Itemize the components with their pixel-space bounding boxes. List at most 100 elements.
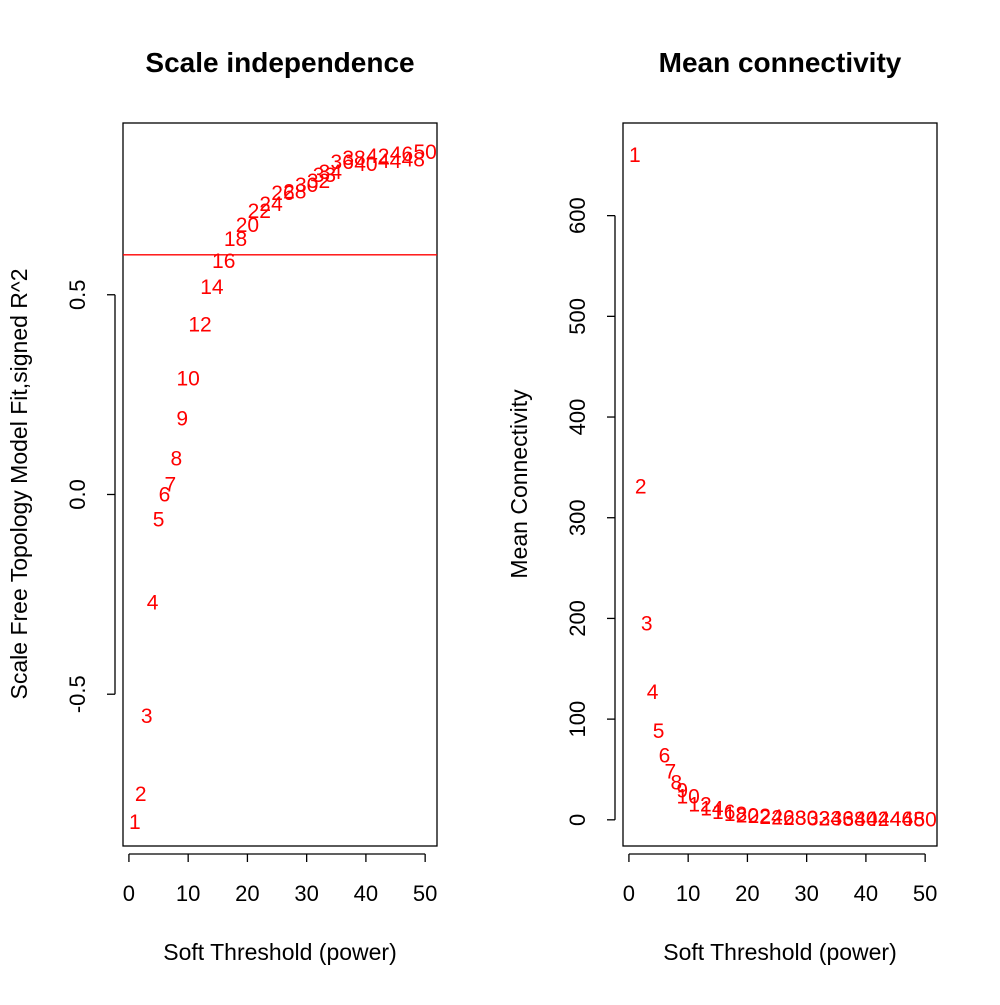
y-tick-label: -0.5 bbox=[65, 675, 90, 713]
point-label: 4 bbox=[647, 681, 659, 704]
scale-independence-panel: Scale independence 0 10 20 30 40 50 -0.5 0.0 0.… bbox=[6, 47, 438, 965]
x-axis-label: Soft Threshold (power) bbox=[163, 939, 397, 965]
point-label: 50 bbox=[913, 808, 936, 831]
y-tick-label: 600 bbox=[565, 197, 590, 234]
point-label: 38 bbox=[842, 808, 865, 831]
point-label: 6 bbox=[159, 483, 171, 506]
point-label: 36 bbox=[331, 151, 354, 174]
point-label: 26 bbox=[771, 806, 794, 829]
point-label: 30 bbox=[795, 807, 818, 830]
point-label: 28 bbox=[783, 807, 806, 830]
y-tick-label: 0 bbox=[565, 814, 590, 826]
point-label: 42 bbox=[366, 145, 389, 168]
point-label: 44 bbox=[878, 808, 902, 831]
point-label: 2 bbox=[635, 476, 647, 499]
point-labels: 1234567891012141618202224262830323436384… bbox=[629, 144, 937, 831]
mean-connectivity-panel: Mean connectivity 0 10 20 30 40 50 0100200300… bbox=[506, 47, 938, 965]
point-label: 40 bbox=[354, 153, 377, 176]
point-label: 12 bbox=[188, 314, 211, 337]
x-tick-label: 20 bbox=[235, 881, 259, 906]
y-tick-label: 200 bbox=[565, 600, 590, 637]
point-label: 7 bbox=[165, 474, 177, 497]
point-label: 32 bbox=[307, 170, 330, 193]
point-label: 18 bbox=[224, 228, 247, 251]
point-label: 26 bbox=[271, 182, 294, 205]
x-tick-label: 40 bbox=[354, 881, 378, 906]
point-label: 40 bbox=[854, 808, 877, 831]
point-label: 32 bbox=[807, 807, 830, 830]
point-label: 3 bbox=[141, 705, 153, 728]
point-label: 9 bbox=[176, 408, 188, 431]
y-tick-label: 500 bbox=[565, 298, 590, 335]
point-label: 9 bbox=[676, 780, 688, 803]
point-label: 46 bbox=[890, 808, 913, 831]
point-label: 24 bbox=[259, 193, 283, 216]
point-label: 6 bbox=[659, 744, 671, 767]
point-labels: 1234567891012141618202224262830323334363… bbox=[129, 141, 437, 834]
point-label: 5 bbox=[153, 508, 165, 531]
point-label: 44 bbox=[378, 150, 402, 173]
x-tick-label: 0 bbox=[123, 881, 135, 906]
point-label: 2 bbox=[135, 783, 147, 806]
point-label: 34 bbox=[819, 808, 843, 831]
point-label: 16 bbox=[212, 250, 235, 273]
x-tick-label: 50 bbox=[913, 881, 937, 906]
x-tick-label: 0 bbox=[623, 881, 635, 906]
point-label: 10 bbox=[676, 786, 699, 809]
point-label: 10 bbox=[176, 368, 199, 391]
x-axis: 0 10 20 30 40 50 bbox=[623, 853, 937, 906]
x-axis-label: Soft Threshold (power) bbox=[663, 939, 897, 965]
point-label: 12 bbox=[688, 794, 711, 817]
point-label: 5 bbox=[653, 720, 665, 743]
x-tick-label: 20 bbox=[735, 881, 759, 906]
point-label: 48 bbox=[402, 149, 425, 172]
point-label: 20 bbox=[736, 804, 759, 827]
x-tick-label: 10 bbox=[176, 881, 200, 906]
y-axis: 0 100 200 300 400 500 600 bbox=[565, 197, 616, 826]
point-label: 24 bbox=[759, 806, 783, 829]
point-label: 1 bbox=[629, 144, 641, 167]
point-label: 14 bbox=[200, 276, 224, 299]
point-label: 22 bbox=[248, 200, 271, 223]
point-label: 33 bbox=[313, 164, 336, 187]
point-label: 48 bbox=[902, 808, 925, 831]
point-label: 50 bbox=[413, 141, 436, 164]
point-label: 1 bbox=[129, 811, 141, 834]
x-tick-label: 40 bbox=[854, 881, 878, 906]
y-axis-label: Scale Free Topology Model Fit,signed R^2 bbox=[6, 269, 32, 700]
y-axis: -0.5 0.0 0.5 bbox=[65, 279, 116, 713]
x-tick-label: 30 bbox=[794, 881, 818, 906]
x-tick-label: 50 bbox=[413, 881, 437, 906]
y-axis-label: Mean Connectivity bbox=[506, 389, 532, 579]
y-tick-label: 300 bbox=[565, 499, 590, 536]
point-label: 8 bbox=[170, 448, 182, 471]
point-label: 46 bbox=[390, 143, 413, 166]
point-label: 4 bbox=[147, 591, 159, 614]
point-label: 34 bbox=[319, 161, 343, 184]
point-label: 22 bbox=[748, 805, 771, 828]
point-label: 14 bbox=[700, 798, 724, 821]
chart-title: Scale independence bbox=[145, 47, 414, 78]
point-label: 38 bbox=[342, 147, 365, 170]
y-tick-label: 400 bbox=[565, 399, 590, 436]
point-label: 3 bbox=[641, 612, 653, 635]
plot-frame bbox=[122, 122, 438, 847]
point-label: 16 bbox=[712, 801, 735, 824]
point-label: 30 bbox=[295, 174, 318, 197]
y-tick-label: 100 bbox=[565, 701, 590, 738]
plot-frame bbox=[622, 122, 938, 847]
point-label: 18 bbox=[724, 803, 747, 826]
y-tick-label: 0.5 bbox=[65, 279, 90, 310]
x-tick-label: 30 bbox=[294, 881, 318, 906]
y-tick-label: 0.0 bbox=[65, 479, 90, 510]
x-axis: 0 10 20 30 40 50 bbox=[123, 853, 437, 906]
point-label: 7 bbox=[665, 760, 677, 783]
point-label: 42 bbox=[866, 808, 889, 831]
point-label: 36 bbox=[831, 808, 854, 831]
point-label: 28 bbox=[283, 181, 306, 204]
point-label: 20 bbox=[236, 214, 259, 237]
chart-title: Mean connectivity bbox=[659, 47, 902, 78]
point-label: 8 bbox=[670, 772, 682, 795]
